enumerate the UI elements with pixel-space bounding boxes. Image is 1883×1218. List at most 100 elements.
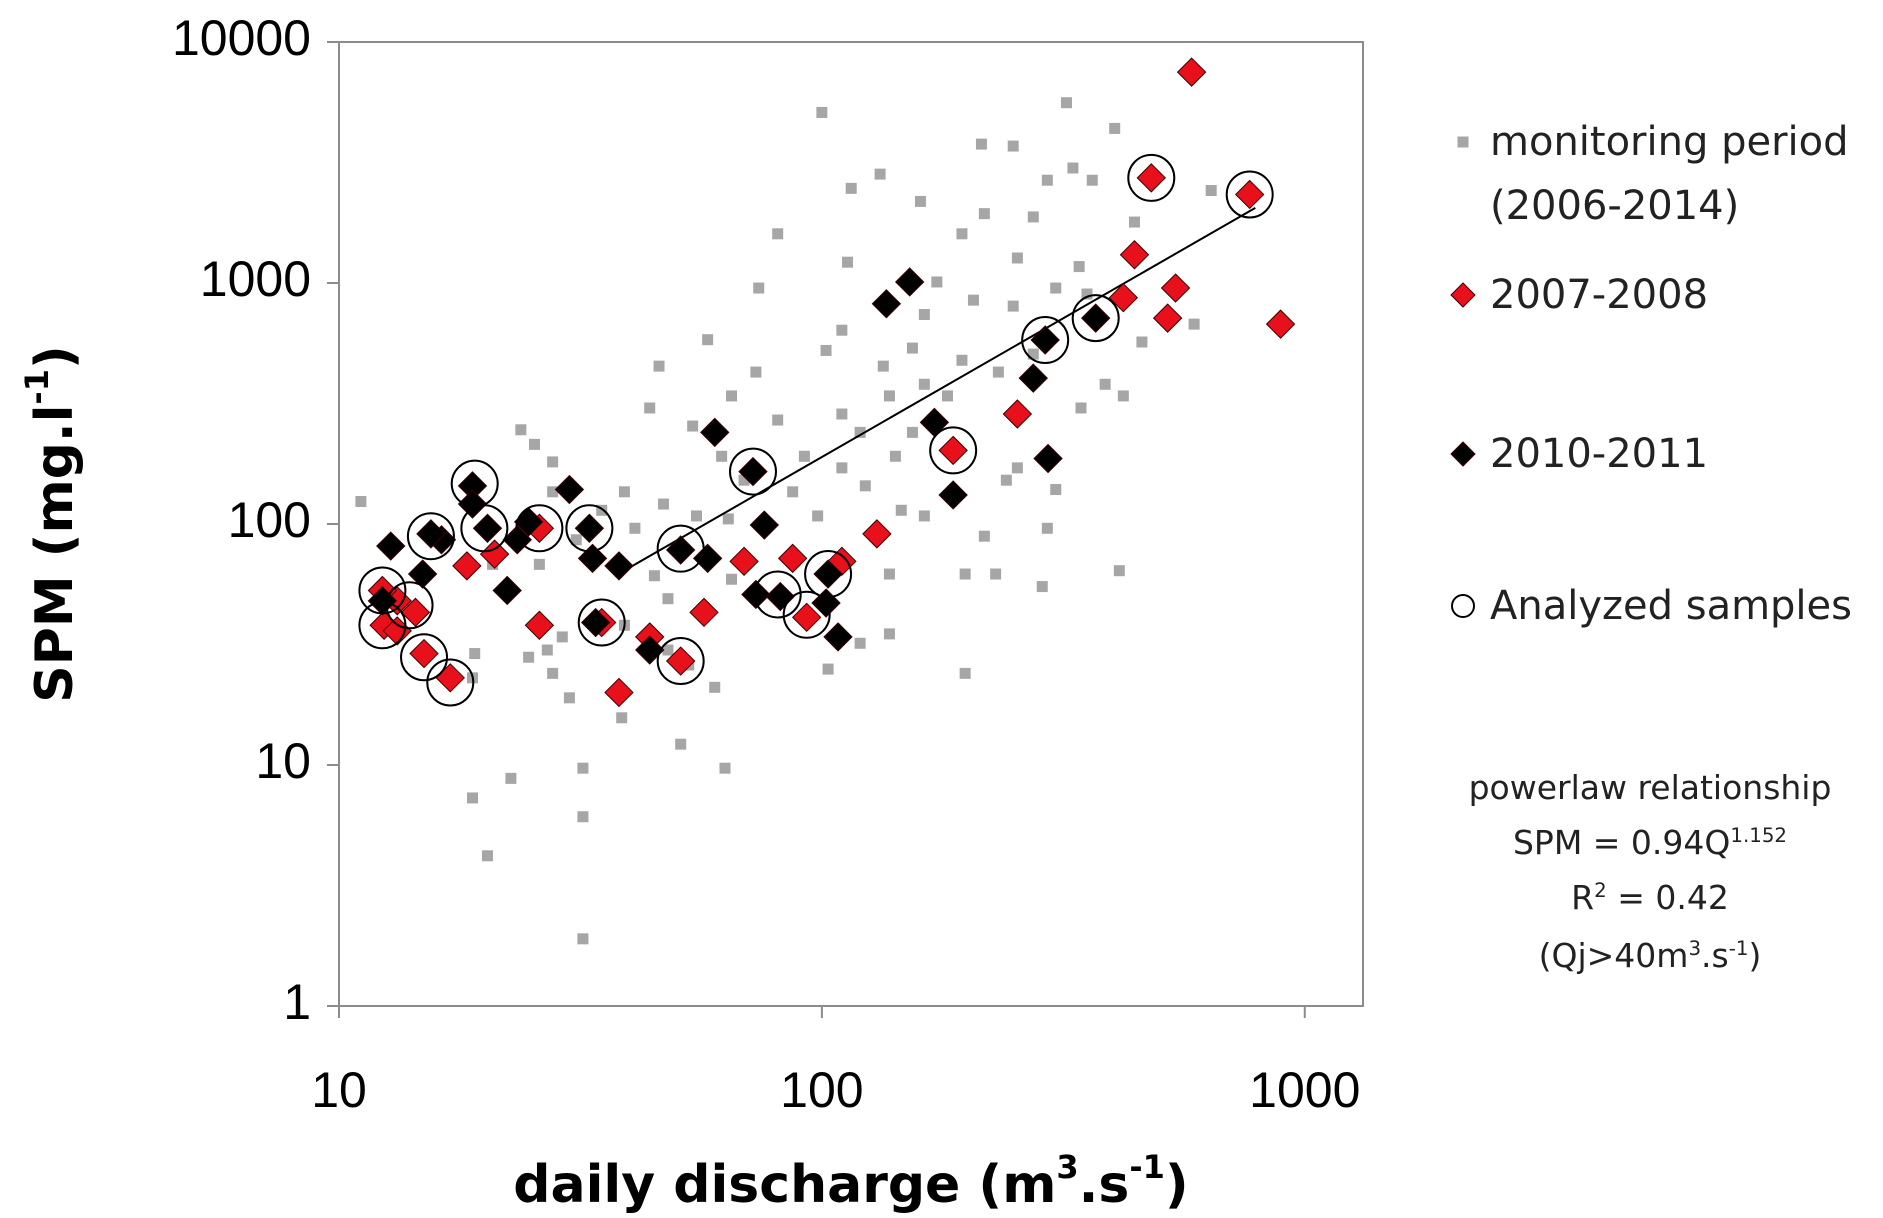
diamond-point bbox=[435, 663, 465, 693]
label-part: 3 bbox=[1056, 1148, 1078, 1186]
legend-label: 2007-2008 bbox=[1490, 272, 1709, 318]
square-point bbox=[956, 354, 968, 366]
square-point bbox=[1041, 174, 1053, 186]
diamond-point bbox=[689, 597, 719, 628]
diamond-point bbox=[409, 638, 439, 669]
trend-line bbox=[629, 207, 1256, 569]
square-point bbox=[691, 510, 703, 522]
square-point bbox=[812, 510, 824, 522]
square-point bbox=[1073, 261, 1085, 273]
square-point bbox=[1117, 390, 1129, 402]
square-point bbox=[618, 486, 630, 498]
square-point bbox=[978, 530, 990, 542]
diamond-point bbox=[1033, 443, 1063, 474]
sample-circle bbox=[1225, 170, 1274, 219]
square-point bbox=[629, 522, 641, 534]
square-point bbox=[726, 390, 738, 402]
square-point bbox=[822, 663, 834, 675]
legend-marker bbox=[1450, 282, 1476, 308]
label-part: daily discharge (m bbox=[513, 1155, 1056, 1215]
square-point bbox=[959, 568, 971, 580]
legend-label: 2010-2011 bbox=[1490, 431, 1709, 477]
square-point bbox=[716, 450, 728, 462]
square-point bbox=[836, 462, 848, 474]
annotation-part: .s bbox=[1701, 936, 1729, 975]
diamond-point bbox=[862, 519, 892, 549]
square-point bbox=[719, 762, 731, 774]
square-point bbox=[596, 504, 608, 516]
diamond-point bbox=[580, 607, 611, 638]
square-point bbox=[820, 344, 832, 356]
annotation-line: powerlaw relationship bbox=[1430, 768, 1870, 807]
square-point bbox=[505, 772, 517, 784]
diamond-point bbox=[765, 581, 795, 612]
square-point bbox=[941, 390, 953, 402]
diamond-point bbox=[416, 519, 446, 549]
square-point bbox=[738, 474, 750, 486]
square-point bbox=[772, 414, 784, 426]
square-point bbox=[709, 681, 721, 693]
sample-circle bbox=[577, 598, 626, 647]
square-point bbox=[1050, 484, 1062, 496]
sample-circle bbox=[1021, 316, 1070, 365]
square-point bbox=[772, 228, 784, 240]
square-point bbox=[836, 324, 848, 336]
square-point bbox=[1050, 282, 1062, 294]
diamond-point bbox=[692, 543, 723, 574]
diamond-point bbox=[577, 543, 608, 574]
diamond-point bbox=[700, 417, 730, 448]
square-point bbox=[1060, 97, 1072, 109]
diamond-point bbox=[382, 616, 412, 646]
square-point bbox=[556, 631, 568, 643]
square-point bbox=[1113, 565, 1125, 577]
diamond-point bbox=[741, 579, 771, 610]
square-point bbox=[1007, 140, 1019, 152]
diamond-point bbox=[1080, 303, 1111, 333]
diamond-point bbox=[791, 602, 822, 633]
square-point bbox=[577, 762, 589, 774]
square-point bbox=[726, 573, 738, 585]
diamond-point bbox=[1234, 179, 1265, 210]
label-part: .s bbox=[1079, 1155, 1130, 1215]
diamond-point bbox=[1030, 325, 1060, 355]
square-point bbox=[1027, 211, 1039, 223]
sample-circle bbox=[782, 590, 831, 639]
square-point bbox=[787, 486, 799, 498]
square-point bbox=[662, 644, 674, 656]
annotation-part: -1 bbox=[1728, 937, 1749, 960]
annotation-line: (Qj>40m3.s-1) bbox=[1430, 936, 1870, 975]
square-point bbox=[563, 692, 575, 704]
square-point bbox=[750, 366, 762, 378]
diamond-point bbox=[376, 531, 406, 561]
annotation-part: R bbox=[1571, 878, 1595, 917]
square-point bbox=[662, 593, 674, 605]
diamond-point bbox=[635, 635, 665, 665]
square-point bbox=[1027, 348, 1039, 360]
label-part: -1 bbox=[1129, 1148, 1165, 1186]
legend-marker bbox=[1451, 594, 1475, 618]
diamond-point bbox=[1136, 163, 1166, 193]
annotation-part: SPM = 0.94Q bbox=[1512, 823, 1731, 862]
square-point bbox=[931, 276, 943, 288]
square-point bbox=[883, 568, 895, 580]
diamond-point bbox=[1108, 282, 1139, 313]
diamond-point bbox=[492, 575, 522, 606]
square-point bbox=[959, 667, 971, 679]
x-axis-label: daily discharge (m3.s-1) bbox=[513, 1148, 1188, 1215]
square-point bbox=[653, 360, 665, 372]
sample-circle bbox=[358, 566, 407, 615]
square-point bbox=[836, 408, 848, 420]
square-point bbox=[874, 168, 886, 180]
square-point bbox=[687, 420, 699, 432]
sample-circle bbox=[460, 504, 509, 553]
annotation-part: 2 bbox=[1594, 879, 1607, 902]
square-point bbox=[547, 486, 559, 498]
y-tick-label: 1 bbox=[283, 974, 311, 1030]
diamond-point bbox=[919, 407, 950, 438]
square-point bbox=[675, 738, 687, 750]
diamond-point bbox=[452, 551, 482, 581]
square-point bbox=[883, 628, 895, 640]
diamond-point bbox=[738, 456, 768, 487]
square-point bbox=[906, 426, 918, 438]
